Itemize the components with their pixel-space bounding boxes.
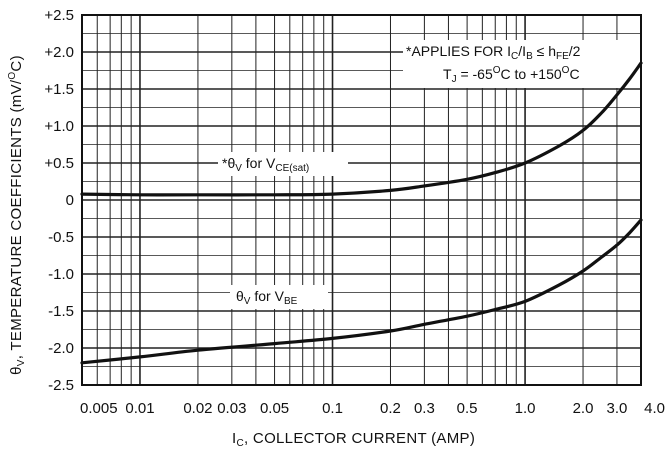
x-tick-label: 0.3 bbox=[414, 400, 435, 417]
vce-sub2: CE(sat) bbox=[275, 163, 309, 174]
series-line-vce-sat bbox=[80, 61, 643, 197]
note-1-c: ≤ h bbox=[533, 43, 556, 59]
y-tick-label: 0 bbox=[66, 192, 74, 209]
vbe-sub2: BE bbox=[284, 296, 298, 307]
plot-frame bbox=[81, 14, 642, 386]
x-tick-label: 0.01 bbox=[125, 400, 154, 417]
y-tick-label: -2.5 bbox=[48, 377, 74, 394]
x-axis-title-main: I bbox=[232, 430, 236, 447]
x-tick-label: 0.5 bbox=[457, 400, 478, 417]
vbe-label-background bbox=[230, 285, 328, 309]
y-tick-label: -2.0 bbox=[48, 340, 74, 357]
x-tick-label: 0.03 bbox=[217, 400, 246, 417]
note-1-a-sub: C bbox=[511, 51, 518, 62]
vce-mid: for V bbox=[242, 155, 276, 171]
x-tick-label: 0.02 bbox=[183, 400, 212, 417]
y-tick-label: +1.0 bbox=[44, 118, 74, 135]
note-2-d: C bbox=[569, 66, 579, 82]
note-1-b-sub: B bbox=[526, 51, 533, 62]
note-1-c-sub: FE bbox=[556, 51, 569, 62]
note-2-b-sup: O bbox=[493, 65, 501, 76]
y-tick-label: +2.5 bbox=[44, 7, 74, 24]
note-2-b: = -65 bbox=[457, 66, 493, 82]
series-line-vbe bbox=[80, 218, 643, 365]
note-2-a: T bbox=[443, 66, 452, 82]
x-tick-label: 0.005 bbox=[80, 400, 118, 417]
y-axis-title-end: C) bbox=[8, 55, 25, 71]
x-axis-title-rest: , COLLECTOR CURRENT (AMP) bbox=[244, 430, 475, 447]
note-1-a: *APPLIES FOR I bbox=[406, 43, 511, 59]
note-background bbox=[403, 40, 641, 88]
y-tick-label: -1.0 bbox=[48, 266, 74, 283]
note-2-c-sup: O bbox=[562, 65, 570, 76]
y-tick-label: +0.5 bbox=[44, 155, 74, 172]
y-tick-label: -1.5 bbox=[48, 303, 74, 320]
vce-label-background bbox=[218, 152, 348, 176]
y-tick-labels: +2.5 +2.0 +1.5 +1.0 +0.5 0 -0.5 -1.0 -1.5 -2.0 -2.… bbox=[44, 7, 74, 394]
x-tick-label: 4.0 bbox=[644, 400, 665, 417]
x-axis-title: IC, COLLECTOR CURRENT (AMP) bbox=[232, 430, 475, 449]
x-tick-label: 0.1 bbox=[322, 400, 343, 417]
note-2-c: C to +150 bbox=[501, 66, 562, 82]
y-axis-title: θV, TEMPERATURE COEFFICIENTS (mV/OC) bbox=[7, 55, 27, 375]
x-axis-title-sub: C bbox=[236, 438, 244, 449]
x-tick-label: 0.2 bbox=[380, 400, 401, 417]
vbe-sub1: V bbox=[244, 296, 251, 307]
note-line-1: *APPLIES FOR IC/IB ≤ hFE/2 bbox=[406, 43, 581, 62]
y-axis-title-sup: O bbox=[7, 72, 18, 80]
note-2-a-sub: J bbox=[452, 74, 457, 85]
y-tick-label: +2.0 bbox=[44, 44, 74, 61]
y-axis-title-main: θ bbox=[8, 366, 25, 375]
vce-prefix: *θ bbox=[222, 155, 235, 171]
vbe-mid: for V bbox=[250, 288, 284, 304]
x-tick-label: 2.0 bbox=[573, 400, 594, 417]
vce-sub1: V bbox=[235, 163, 242, 174]
x-tick-label: 0.05 bbox=[260, 400, 289, 417]
x-tick-labels: 0.005 0.01 0.02 0.03 0.05 0.1 0.2 0.3 0.5 1.0 2.0 3… bbox=[80, 400, 665, 417]
vbe-prefix: θ bbox=[236, 288, 244, 304]
note-line-2: TJ = -65OC to +150OC bbox=[443, 65, 580, 85]
series-layer bbox=[80, 61, 643, 365]
y-tick-label: -0.5 bbox=[48, 229, 74, 246]
series-label-vce: *θV for VCE(sat) bbox=[222, 155, 309, 174]
note-1-d: /2 bbox=[569, 43, 581, 59]
note-1-b: /I bbox=[518, 43, 526, 59]
x-tick-label: 1.0 bbox=[515, 400, 536, 417]
series-label-vbe: θV for VBE bbox=[236, 288, 298, 307]
x-tick-label: 3.0 bbox=[607, 400, 628, 417]
y-tick-label: +1.5 bbox=[44, 81, 74, 98]
y-axis-title-rest: , TEMPERATURE COEFFICIENTS (mV/ bbox=[8, 79, 25, 359]
y-axis-title-sub: V bbox=[16, 359, 27, 366]
